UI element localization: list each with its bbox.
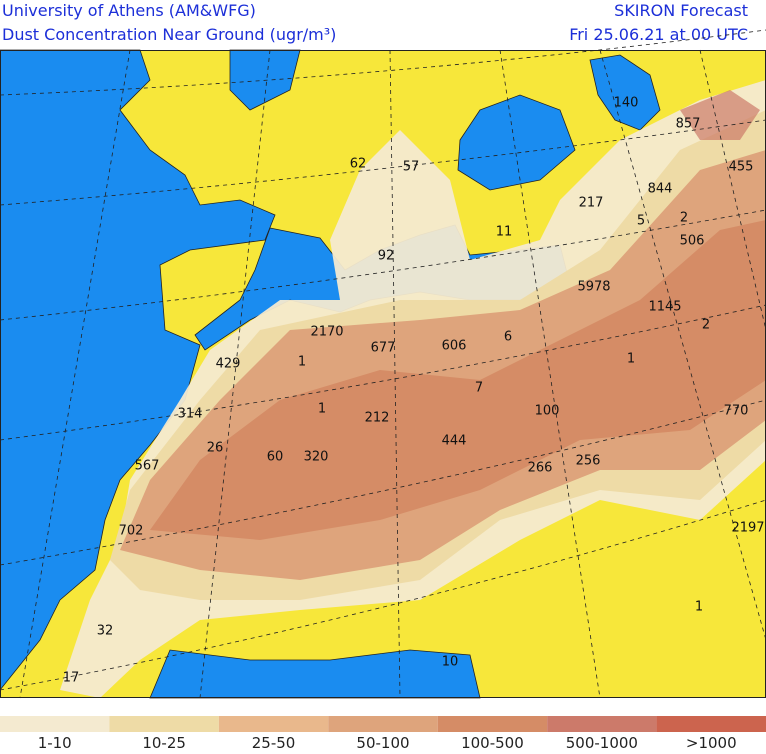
concentration-label: 2 [680, 211, 688, 226]
concentration-label: 455 [729, 160, 754, 175]
concentration-label: 212 [365, 411, 390, 426]
model-name: SKIRON Forecast [614, 1, 748, 20]
grid-line [0, 304, 766, 441]
concentration-label: 26 [207, 441, 224, 456]
concentration-label: 256 [576, 454, 601, 469]
dust-500-1000 [680, 90, 760, 140]
concentration-label: 1 [627, 352, 635, 367]
concentration-label: 7 [475, 381, 483, 396]
concentration-label: 770 [724, 404, 749, 419]
concentration-label: 6 [504, 330, 512, 345]
gulf-of-guinea [149, 649, 481, 699]
grid-line [0, 499, 766, 691]
concentration-label: 857 [676, 117, 701, 132]
concentration-label: 314 [178, 407, 203, 422]
legend-swatch [437, 716, 548, 732]
caspian-sea [589, 54, 661, 131]
legend: 1-10 10-25 25-50 50-100 100-500 500-1000 >1000 [0, 716, 766, 752]
concentration-label: 266 [528, 461, 553, 476]
atlantic [0, 49, 276, 691]
legend-swatch [328, 716, 438, 732]
concentration-label: 62 [350, 157, 367, 172]
grid-line [0, 29, 766, 96]
concentration-label: 10 [442, 655, 459, 670]
concentration-label: 1 [695, 600, 703, 615]
forecast-date: Fri 25.06.21 at 00 UTC [569, 25, 748, 44]
grid-line [599, 49, 766, 641]
concentration-label: 32 [97, 624, 114, 639]
grid-line [0, 209, 766, 321]
legend-swatch [0, 716, 110, 732]
concentration-label: 444 [442, 434, 467, 449]
dust-100-500 [150, 220, 766, 540]
title: University of Athens (AM&WFG) [2, 1, 256, 20]
concentration-label: 567 [135, 459, 160, 474]
concentration-label: 1 [318, 402, 326, 417]
concentration-label: 506 [680, 234, 705, 249]
concentration-label: 320 [304, 450, 329, 465]
concentration-label: 844 [648, 182, 673, 197]
legend-swatch [218, 716, 329, 732]
concentration-label: 92 [378, 249, 395, 264]
map [0, 29, 766, 699]
legend-label: 500-1000 [566, 734, 638, 750]
legend-label: 100-500 [461, 734, 524, 750]
legend-label: >1000 [686, 734, 737, 750]
legend-label: 10-25 [142, 734, 186, 750]
concentration-label: 217 [579, 196, 604, 211]
concentration-label: 1 [298, 355, 306, 370]
concentration-label: 5 [637, 214, 645, 229]
concentration-label: 5978 [577, 280, 610, 295]
concentration-label: 702 [119, 524, 144, 539]
concentration-label: 11 [496, 225, 513, 240]
concentration-label: 2 [702, 318, 710, 333]
grid-line [0, 119, 766, 206]
concentration-label: 17 [63, 671, 80, 686]
concentration-label: 2197 [731, 521, 764, 536]
grid-line [499, 49, 601, 699]
concentration-label: 140 [614, 96, 639, 111]
concentration-label: 606 [442, 339, 467, 354]
subtitle: Dust Concentration Near Ground (ugr/m³) [2, 25, 336, 44]
legend-label: 50-100 [356, 734, 409, 750]
grid-line [19, 49, 131, 699]
legend-swatch [109, 716, 219, 732]
graticule [0, 29, 766, 699]
concentration-label: 100 [535, 404, 560, 419]
black-sea [457, 94, 576, 191]
concentration-label: 60 [267, 450, 284, 465]
concentration-label: 57 [403, 160, 420, 175]
legend-label: 1-10 [38, 734, 72, 750]
legend-swatch [547, 716, 657, 732]
concentration-label: 677 [371, 341, 396, 356]
legend-label: 25-50 [252, 734, 296, 750]
concentration-label: 429 [216, 357, 241, 372]
concentration-label: 1145 [648, 300, 681, 315]
concentration-label: 2170 [310, 325, 343, 340]
legend-swatch [656, 716, 766, 732]
